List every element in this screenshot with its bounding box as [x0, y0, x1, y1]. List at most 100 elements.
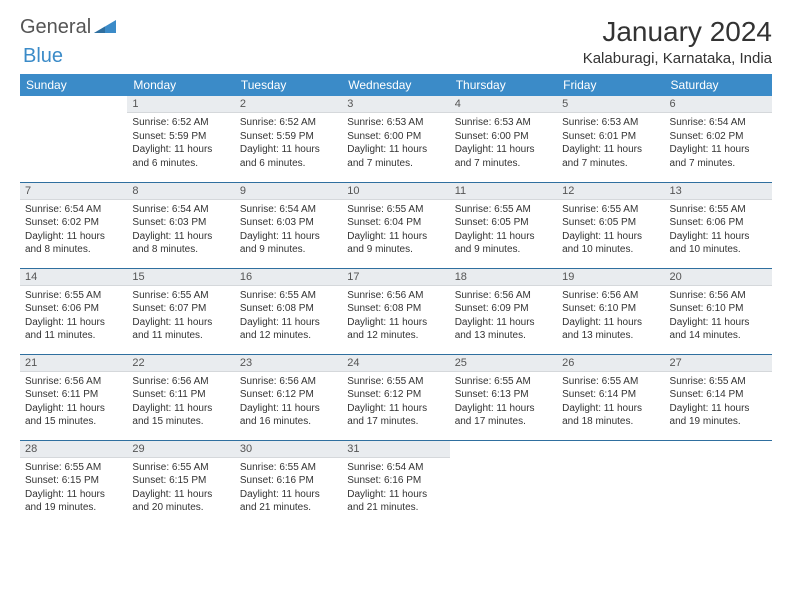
- daylight-line: Daylight: 11 hours and 14 minutes.: [670, 316, 767, 343]
- sunrise-line: Sunrise: 6:52 AM: [240, 116, 337, 130]
- day-number: 11: [450, 183, 557, 200]
- sunset-label: Sunset:: [347, 303, 381, 314]
- sunset-value: 6:06 PM: [706, 217, 743, 228]
- calendar-cell: 14Sunrise: 6:55 AMSunset: 6:06 PMDayligh…: [20, 268, 127, 354]
- sunrise-label: Sunrise:: [132, 204, 169, 215]
- day-number: 17: [342, 269, 449, 286]
- calendar-cell: 15Sunrise: 6:55 AMSunset: 6:07 PMDayligh…: [127, 268, 234, 354]
- daylight-label: Daylight:: [132, 317, 171, 328]
- sunrise-value: 6:53 AM: [387, 117, 424, 128]
- sunrise-value: 6:54 AM: [172, 204, 209, 215]
- sunrise-line: Sunrise: 6:53 AM: [455, 116, 552, 130]
- sunrise-label: Sunrise:: [347, 204, 384, 215]
- day-number: 10: [342, 183, 449, 200]
- sunrise-value: 6:54 AM: [387, 462, 424, 473]
- calendar-cell: 27Sunrise: 6:55 AMSunset: 6:14 PMDayligh…: [665, 354, 772, 440]
- day-number: 5: [557, 96, 664, 113]
- day-number: 20: [665, 269, 772, 286]
- sunset-line: Sunset: 6:15 PM: [132, 474, 229, 488]
- day-details: Sunrise: 6:55 AMSunset: 6:08 PMDaylight:…: [235, 286, 342, 346]
- sunset-line: Sunset: 5:59 PM: [132, 130, 229, 144]
- sunset-line: Sunset: 6:12 PM: [240, 388, 337, 402]
- day-number: 26: [557, 355, 664, 372]
- day-number: 30: [235, 441, 342, 458]
- sunrise-label: Sunrise:: [670, 204, 707, 215]
- sunset-line: Sunset: 6:10 PM: [670, 302, 767, 316]
- sunrise-value: 6:56 AM: [172, 376, 209, 387]
- day-number: 9: [235, 183, 342, 200]
- daylight-line: Daylight: 11 hours and 7 minutes.: [670, 143, 767, 170]
- sunrise-line: Sunrise: 6:54 AM: [25, 203, 122, 217]
- day-number: 8: [127, 183, 234, 200]
- sunset-value: 6:03 PM: [169, 217, 206, 228]
- sunset-line: Sunset: 6:12 PM: [347, 388, 444, 402]
- calendar-cell: 11Sunrise: 6:55 AMSunset: 6:05 PMDayligh…: [450, 182, 557, 268]
- daylight-label: Daylight:: [240, 144, 279, 155]
- calendar-cell: 31Sunrise: 6:54 AMSunset: 6:16 PMDayligh…: [342, 440, 449, 526]
- calendar-cell: 10Sunrise: 6:55 AMSunset: 6:04 PMDayligh…: [342, 182, 449, 268]
- sunrise-line: Sunrise: 6:55 AM: [25, 289, 122, 303]
- day-number: 28: [20, 441, 127, 458]
- day-details: Sunrise: 6:55 AMSunset: 6:06 PMDaylight:…: [665, 200, 772, 260]
- sunrise-line: Sunrise: 6:55 AM: [347, 375, 444, 389]
- sunrise-value: 6:56 AM: [279, 376, 316, 387]
- calendar-cell: 23Sunrise: 6:56 AMSunset: 6:12 PMDayligh…: [235, 354, 342, 440]
- sunrise-value: 6:55 AM: [279, 290, 316, 301]
- calendar-cell: 20Sunrise: 6:56 AMSunset: 6:10 PMDayligh…: [665, 268, 772, 354]
- sunrise-value: 6:56 AM: [494, 290, 531, 301]
- sunset-line: Sunset: 6:00 PM: [347, 130, 444, 144]
- daylight-line: Daylight: 11 hours and 17 minutes.: [455, 402, 552, 429]
- sunrise-label: Sunrise:: [455, 117, 492, 128]
- daylight-line: Daylight: 11 hours and 9 minutes.: [455, 230, 552, 257]
- sunset-label: Sunset:: [25, 217, 59, 228]
- logo-icon: [94, 16, 116, 39]
- sunset-value: 6:12 PM: [384, 389, 421, 400]
- day-details: Sunrise: 6:55 AMSunset: 6:16 PMDaylight:…: [235, 458, 342, 518]
- sunset-label: Sunset:: [670, 389, 704, 400]
- daylight-label: Daylight:: [455, 403, 494, 414]
- sunset-label: Sunset:: [347, 131, 381, 142]
- sunrise-label: Sunrise:: [347, 117, 384, 128]
- day-number: 1: [127, 96, 234, 113]
- sunrise-line: Sunrise: 6:56 AM: [132, 375, 229, 389]
- sunrise-line: Sunrise: 6:54 AM: [670, 116, 767, 130]
- sunrise-label: Sunrise:: [562, 376, 599, 387]
- day-details: Sunrise: 6:55 AMSunset: 6:07 PMDaylight:…: [127, 286, 234, 346]
- sunset-label: Sunset:: [670, 217, 704, 228]
- sunset-label: Sunset:: [562, 389, 596, 400]
- sunrise-label: Sunrise:: [240, 117, 277, 128]
- sunrise-line: Sunrise: 6:54 AM: [240, 203, 337, 217]
- sunrise-value: 6:55 AM: [602, 376, 639, 387]
- daylight-label: Daylight:: [132, 144, 171, 155]
- calendar-cell: 9Sunrise: 6:54 AMSunset: 6:03 PMDaylight…: [235, 182, 342, 268]
- calendar-cell: 22Sunrise: 6:56 AMSunset: 6:11 PMDayligh…: [127, 354, 234, 440]
- sunset-label: Sunset:: [455, 131, 489, 142]
- daylight-label: Daylight:: [670, 231, 709, 242]
- sunset-line: Sunset: 6:14 PM: [562, 388, 659, 402]
- sunset-line: Sunset: 6:05 PM: [455, 216, 552, 230]
- sunset-value: 6:11 PM: [62, 389, 99, 400]
- calendar-cell: 17Sunrise: 6:56 AMSunset: 6:08 PMDayligh…: [342, 268, 449, 354]
- sunrise-line: Sunrise: 6:52 AM: [132, 116, 229, 130]
- day-details: Sunrise: 6:56 AMSunset: 6:11 PMDaylight:…: [20, 372, 127, 432]
- calendar-cell: 28Sunrise: 6:55 AMSunset: 6:15 PMDayligh…: [20, 440, 127, 526]
- calendar-cell: 30Sunrise: 6:55 AMSunset: 6:16 PMDayligh…: [235, 440, 342, 526]
- day-header: Friday: [557, 74, 664, 96]
- sunset-label: Sunset:: [240, 217, 274, 228]
- sunset-value: 6:10 PM: [706, 303, 743, 314]
- day-details: Sunrise: 6:55 AMSunset: 6:13 PMDaylight:…: [450, 372, 557, 432]
- calendar-row: 1Sunrise: 6:52 AMSunset: 5:59 PMDaylight…: [20, 96, 772, 182]
- sunset-value: 5:59 PM: [169, 131, 206, 142]
- calendar-body: 1Sunrise: 6:52 AMSunset: 5:59 PMDaylight…: [20, 96, 772, 526]
- sunrise-label: Sunrise:: [562, 117, 599, 128]
- day-details: Sunrise: 6:53 AMSunset: 6:00 PMDaylight:…: [450, 113, 557, 173]
- daylight-line: Daylight: 11 hours and 6 minutes.: [132, 143, 229, 170]
- sunset-line: Sunset: 6:09 PM: [455, 302, 552, 316]
- daylight-line: Daylight: 11 hours and 15 minutes.: [25, 402, 122, 429]
- daylight-label: Daylight:: [240, 489, 279, 500]
- day-number: 25: [450, 355, 557, 372]
- daylight-line: Daylight: 11 hours and 19 minutes.: [670, 402, 767, 429]
- daylight-line: Daylight: 11 hours and 17 minutes.: [347, 402, 444, 429]
- day-number: 6: [665, 96, 772, 113]
- sunset-value: 6:16 PM: [277, 475, 314, 486]
